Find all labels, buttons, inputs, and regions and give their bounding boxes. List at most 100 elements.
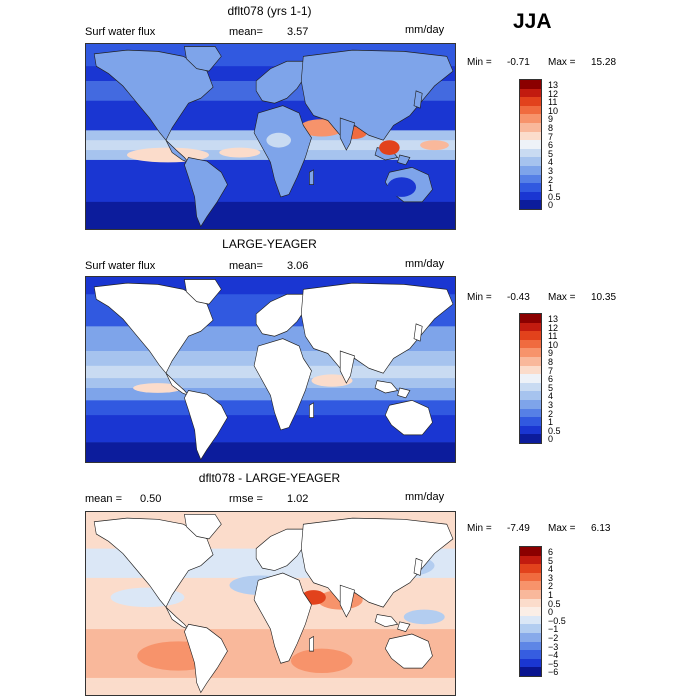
colorbar-tick-label: 6 — [548, 547, 554, 557]
colorbar-tick-label: 7 — [548, 365, 554, 376]
panel3-colorbar — [519, 546, 542, 677]
colorbar-tick-label: 13 — [548, 80, 559, 90]
panel2-title: LARGE-YEAGER — [222, 237, 317, 251]
colorbar-tick-label: 5 — [548, 555, 554, 566]
colorbar-swatch — [520, 331, 541, 340]
colorbar-swatch — [520, 314, 541, 323]
colorbar-swatch — [520, 322, 541, 332]
colorbar-swatch — [520, 200, 541, 209]
colorbar-swatch — [520, 148, 541, 158]
colorbar-tick-label: 12 — [548, 322, 559, 333]
colorbar-swatch — [520, 183, 541, 192]
panel3-mean-label: mean = — [85, 493, 122, 505]
colorbar-tick-label: 5 — [548, 148, 554, 159]
panel1-colorbar — [519, 79, 542, 210]
colorbar-tick-label: 11 — [548, 97, 558, 108]
colorbar-swatch — [520, 97, 541, 106]
panel3-rmse-value: 1.02 — [287, 493, 309, 505]
colorbar-swatch — [520, 658, 541, 668]
colorbar-swatch — [520, 157, 541, 166]
colorbar-swatch — [520, 425, 541, 435]
panel3-max-label: Max = — [548, 523, 576, 534]
panel2-min-label: Min = — [467, 292, 492, 303]
colorbar-tick-label: 11 — [548, 331, 558, 342]
panel2-mean-label: mean= — [229, 260, 263, 272]
colorbar-tick-label: 10 — [548, 105, 559, 116]
colorbar-swatch — [520, 382, 541, 392]
panel2-field-label: Surf water flux — [85, 260, 156, 272]
colorbar-tick-label: 9 — [548, 348, 554, 359]
colorbar-swatch — [520, 589, 541, 599]
panel3-min-label: Min = — [467, 523, 492, 534]
colorbar-swatch — [520, 80, 541, 89]
colorbar-tick-label: 1 — [548, 183, 554, 194]
colorbar-tick-label: 4 — [548, 391, 554, 402]
colorbar-tick-label: 2 — [548, 174, 554, 185]
colorbar-tick-label: 8 — [548, 357, 554, 367]
colorbar-tick-label: 0.5 — [548, 598, 561, 609]
panel1-min-value: -0.71 — [507, 57, 530, 68]
colorbar-tick-label: 3 — [548, 572, 554, 583]
colorbar-swatch — [520, 174, 541, 184]
panel1-mean-value: 3.57 — [287, 26, 309, 38]
panel2-max-value: 10.35 — [591, 292, 617, 303]
colorbar-tick-label: −4 — [548, 650, 559, 661]
colorbar-swatch — [520, 547, 541, 556]
colorbar-swatch — [520, 615, 541, 625]
colorbar-tick-label: 0 — [548, 434, 554, 445]
panel2-colorbar — [519, 313, 542, 444]
panel3-max-value: 6.13 — [591, 523, 611, 534]
colorbar-tick-label: 6 — [548, 140, 554, 151]
panel2-units: mm/day — [405, 258, 445, 270]
colorbar-tick-label: 4 — [548, 157, 554, 168]
panel1-title: dflt078 (yrs 1-1) — [227, 4, 312, 18]
colorbar-swatch — [520, 140, 541, 149]
colorbar-swatch — [520, 564, 541, 573]
colorbar-swatch — [520, 408, 541, 418]
panel1-mean-label: mean= — [229, 26, 263, 38]
season-label: JJA — [513, 10, 552, 33]
colorbar-swatch — [520, 339, 541, 349]
colorbar-swatch — [520, 641, 541, 651]
colorbar-tick-label: 4 — [548, 564, 554, 575]
colorbar-tick-label: 6 — [548, 374, 554, 385]
panel2-mean-value: 3.06 — [287, 260, 309, 272]
colorbar-swatch — [520, 399, 541, 409]
panel3-rmse-label: rmse = — [229, 493, 263, 505]
colorbar-tick-label: 12 — [548, 88, 559, 99]
panel2-min-value: -0.43 — [507, 292, 530, 303]
colorbar-tick-label: −3 — [548, 641, 559, 652]
colorbar-tick-label: 9 — [548, 114, 554, 125]
colorbar-tick-label: 8 — [548, 123, 554, 133]
colorbar-tick-label: −2 — [548, 633, 559, 643]
colorbar-swatch — [520, 624, 541, 633]
colorbar-swatch — [520, 114, 541, 123]
panel3-title: dflt078 - LARGE-YEAGER — [198, 471, 341, 485]
panel3-mean-value: 0.50 — [140, 493, 162, 505]
colorbar-swatch — [520, 191, 541, 201]
panel3-units: mm/day — [405, 491, 445, 503]
colorbar-tick-label: 2 — [548, 408, 554, 419]
colorbar-tick-label: −5 — [548, 658, 559, 669]
colorbar-swatch — [520, 607, 541, 616]
colorbar-swatch — [520, 165, 541, 175]
colorbar-tick-label: 1 — [548, 417, 554, 428]
colorbar-swatch — [520, 356, 541, 366]
colorbar-swatch — [520, 122, 541, 132]
colorbar-tick-label: 5 — [548, 382, 554, 393]
colorbar-swatch — [520, 391, 541, 400]
colorbar-tick-label: 7 — [548, 131, 554, 142]
colorbar-swatch — [520, 365, 541, 375]
panel1-field-label: Surf water flux — [85, 26, 156, 38]
colorbar-tick-label: 13 — [548, 314, 559, 324]
colorbar-swatch — [520, 434, 541, 443]
colorbar-swatch — [520, 581, 541, 590]
colorbar-swatch — [520, 632, 541, 642]
panel3-min-value: -7.49 — [507, 523, 530, 534]
panel1-map — [85, 43, 456, 230]
colorbar-tick-label: −6 — [548, 667, 559, 678]
panel1-max-label: Max = — [548, 57, 576, 68]
colorbar-swatch — [520, 667, 541, 676]
panel1-units: mm/day — [405, 24, 445, 36]
panel1-min-label: Min = — [467, 57, 492, 68]
